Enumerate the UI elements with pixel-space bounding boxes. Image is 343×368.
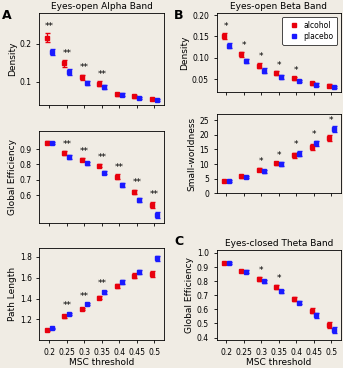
Text: **: ** [80,147,89,156]
Text: **: ** [80,63,89,72]
Y-axis label: Small-worldness: Small-worldness [188,117,197,191]
Text: *: * [277,274,281,283]
Text: B: B [174,9,184,22]
Text: **: ** [62,301,71,310]
Text: *: * [277,60,281,70]
Text: *: * [277,151,281,160]
Text: **: ** [80,292,89,301]
Y-axis label: Density: Density [8,42,17,76]
Title: Eyes-open Beta Band: Eyes-open Beta Band [230,2,328,11]
Text: *: * [329,116,334,124]
Text: **: ** [132,178,141,187]
Text: *: * [312,130,316,139]
Text: *: * [259,266,264,275]
Text: *: * [294,66,299,75]
Text: *: * [259,158,264,166]
Text: **: ** [97,70,106,79]
Text: **: ** [45,22,54,31]
X-axis label: MSC threshold: MSC threshold [69,358,134,367]
Text: A: A [2,9,11,22]
Y-axis label: Density: Density [180,35,189,70]
Y-axis label: Path Length: Path Length [8,267,17,322]
Text: C: C [174,235,184,248]
Text: *: * [294,141,299,149]
Text: *: * [241,41,246,50]
Legend: alcohol, placebo: alcohol, placebo [282,17,338,45]
Text: **: ** [150,190,159,199]
Y-axis label: Global Efficiency: Global Efficiency [185,257,194,333]
Text: **: ** [62,140,71,149]
Title: Eyes-open Alpha Band: Eyes-open Alpha Band [51,2,153,11]
Title: Eyes-closed Theta Band: Eyes-closed Theta Band [225,239,333,248]
X-axis label: MSC threshold: MSC threshold [246,358,311,367]
Text: **: ** [115,163,124,172]
Y-axis label: Global Efficiency: Global Efficiency [8,139,17,215]
Text: **: ** [62,49,71,58]
Text: *: * [259,52,264,61]
Text: *: * [224,22,229,31]
Text: **: ** [97,279,106,289]
Text: **: ** [97,153,106,162]
